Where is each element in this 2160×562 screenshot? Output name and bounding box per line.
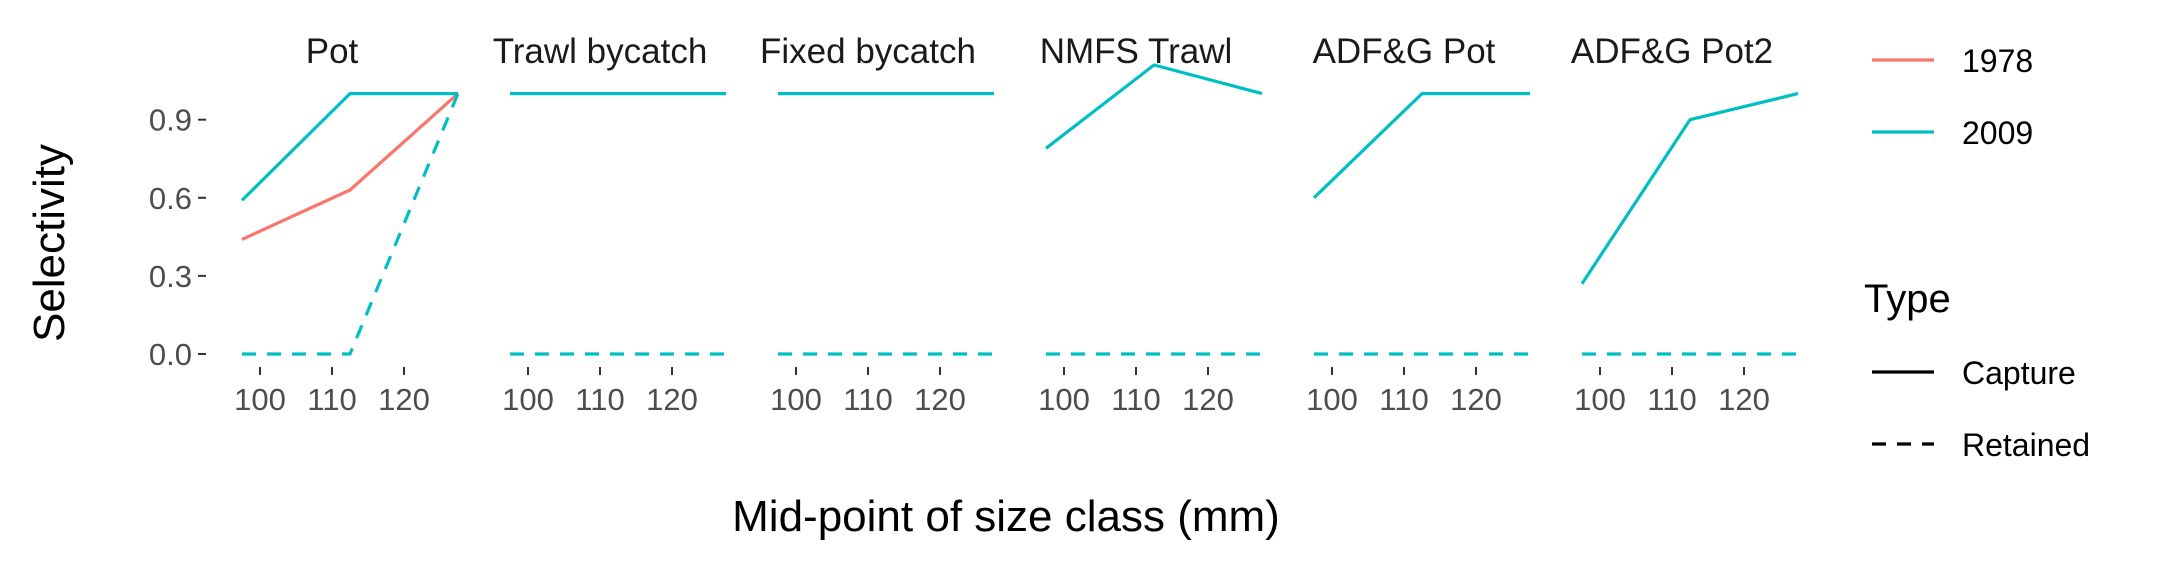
legend-title: Type <box>1864 277 1951 321</box>
y-axis: 0.0 0.3 0.6 0.9 <box>149 103 206 372</box>
legend-label: 1978 <box>1962 43 2033 79</box>
x-tick-label: 100 <box>502 382 554 417</box>
facet-strip-title: Pot <box>306 32 359 71</box>
facet-strip-title: Trawl bycatch <box>493 32 708 71</box>
x-tick-label: 120 <box>1718 382 1770 417</box>
y-axis-title: Selectivity <box>25 144 74 342</box>
x-tick-label: 100 <box>1574 382 1626 417</box>
x-tick-label: 120 <box>646 382 698 417</box>
facet-panel: ADF&G Pot2 100 110 120 <box>1571 32 1799 417</box>
series-line-2009-capture <box>1312 91 1530 199</box>
legend-label: Capture <box>1962 355 2076 391</box>
y-tick-label: 0.9 <box>149 103 192 138</box>
x-tick-label: 110 <box>1647 382 1696 417</box>
facet-panel: ADF&G Pot 100 110 120 <box>1306 32 1530 417</box>
x-tick-label: 100 <box>1038 382 1090 417</box>
series-line-2009-capture <box>240 91 458 202</box>
x-axis-title: Mid-point of size class (mm) <box>732 492 1280 541</box>
x-tick-label: 110 <box>843 382 892 417</box>
x-tick-label: 110 <box>1379 382 1428 417</box>
x-tick-label: 120 <box>914 382 966 417</box>
facet-strip-title: Fixed bycatch <box>760 32 976 71</box>
legend: 1978 2009 Type Capture Retained <box>1864 43 2090 463</box>
y-tick-label: 0.6 <box>149 181 192 216</box>
legend-label: Retained <box>1962 427 2090 463</box>
facet-strip-title: ADF&G Pot2 <box>1571 32 1773 71</box>
x-tick-label: 100 <box>234 382 286 417</box>
facet-strip-title: ADF&G Pot <box>1313 32 1496 71</box>
facet-panel: Pot 100 110 120 <box>234 32 460 417</box>
series-line-2009-retained <box>242 92 460 356</box>
facet-panel: Trawl bycatch 100 110 120 <box>493 32 726 417</box>
legend-label: 2009 <box>1962 115 2033 151</box>
x-tick-label: 110 <box>1111 382 1160 417</box>
y-tick-label: 0.3 <box>149 259 192 294</box>
x-tick-label: 110 <box>575 382 624 417</box>
series-line-1978-capture <box>241 92 460 241</box>
x-tick-label: 100 <box>770 382 822 417</box>
y-tick-label: 0.0 <box>149 337 192 372</box>
facet-panel: NMFS Trawl 100 110 120 <box>1038 32 1263 417</box>
series-line-2009-capture <box>1045 63 1263 150</box>
x-tick-label: 120 <box>1182 382 1234 417</box>
facet-strip-title: NMFS Trawl <box>1040 32 1233 71</box>
series-line-2009-capture <box>1580 92 1799 285</box>
x-tick-label: 110 <box>307 382 356 417</box>
x-tick-label: 120 <box>1450 382 1502 417</box>
facet-panel: Fixed bycatch 100 110 120 <box>760 32 994 417</box>
x-tick-label: 100 <box>1306 382 1358 417</box>
x-tick-label: 120 <box>378 382 430 417</box>
